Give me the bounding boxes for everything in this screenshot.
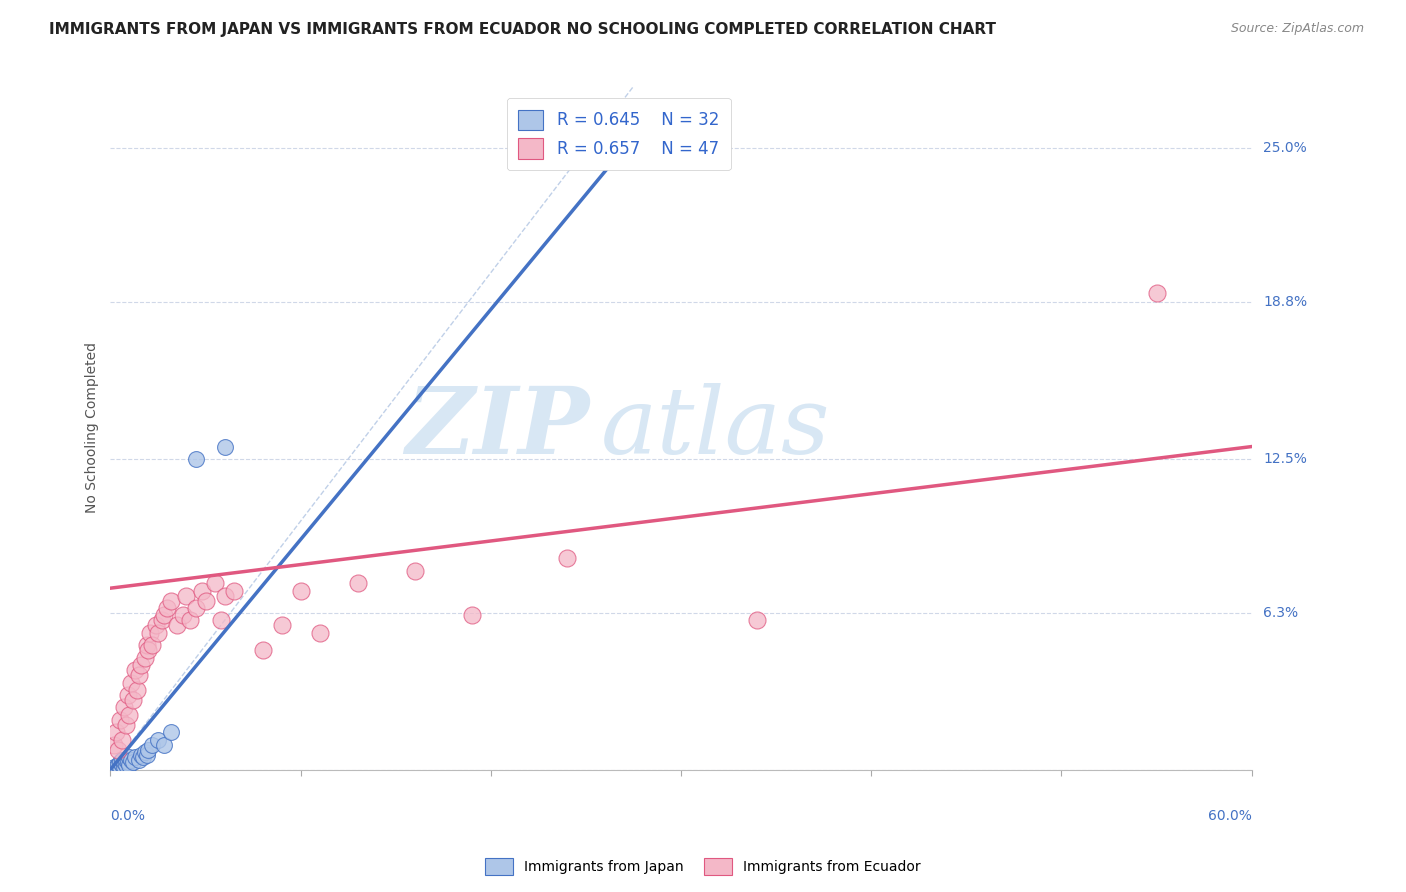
Point bbox=[252, 643, 274, 657]
Point bbox=[172, 608, 194, 623]
Point bbox=[141, 738, 163, 752]
Point bbox=[160, 593, 183, 607]
Text: 25.0%: 25.0% bbox=[1263, 142, 1306, 155]
Point bbox=[134, 650, 156, 665]
Point bbox=[135, 747, 157, 762]
Text: 18.8%: 18.8% bbox=[1263, 295, 1308, 310]
Point bbox=[166, 618, 188, 632]
Point bbox=[404, 564, 426, 578]
Point bbox=[179, 614, 201, 628]
Text: ZIP: ZIP bbox=[405, 383, 589, 473]
Point bbox=[150, 614, 173, 628]
Point bbox=[129, 747, 152, 762]
Point bbox=[139, 626, 162, 640]
Point bbox=[122, 693, 145, 707]
Point bbox=[190, 583, 212, 598]
Point bbox=[108, 755, 131, 769]
Point bbox=[134, 745, 156, 759]
Legend: Immigrants from Japan, Immigrants from Ecuador: Immigrants from Japan, Immigrants from E… bbox=[479, 853, 927, 880]
Point bbox=[120, 753, 142, 767]
Point bbox=[122, 755, 145, 769]
Point bbox=[194, 593, 217, 607]
Text: atlas: atlas bbox=[602, 383, 831, 473]
Point bbox=[152, 738, 174, 752]
Point bbox=[107, 763, 129, 777]
Point bbox=[209, 614, 232, 628]
Text: 6.3%: 6.3% bbox=[1263, 606, 1298, 620]
Point bbox=[176, 589, 198, 603]
Point bbox=[214, 440, 236, 454]
Text: 0.0%: 0.0% bbox=[111, 809, 145, 823]
Legend: R = 0.645    N = 32, R = 0.657    N = 47: R = 0.645 N = 32, R = 0.657 N = 47 bbox=[506, 98, 731, 170]
Point bbox=[114, 753, 136, 767]
Point bbox=[105, 725, 128, 739]
Point bbox=[120, 675, 142, 690]
Point bbox=[461, 608, 484, 623]
Point bbox=[141, 638, 163, 652]
Point bbox=[118, 750, 141, 764]
Point bbox=[146, 732, 169, 747]
Point bbox=[346, 576, 368, 591]
Point bbox=[145, 618, 167, 632]
Point bbox=[108, 760, 131, 774]
Point bbox=[184, 452, 207, 467]
Point bbox=[184, 601, 207, 615]
Point bbox=[152, 608, 174, 623]
Point bbox=[156, 601, 179, 615]
Point bbox=[111, 753, 134, 767]
Point bbox=[124, 663, 146, 677]
Point bbox=[1146, 285, 1168, 300]
Point bbox=[118, 757, 141, 772]
Point bbox=[204, 576, 226, 591]
Text: 60.0%: 60.0% bbox=[1208, 809, 1251, 823]
Y-axis label: No Schooling Completed: No Schooling Completed bbox=[86, 343, 100, 514]
Point bbox=[103, 760, 125, 774]
Text: Source: ZipAtlas.com: Source: ZipAtlas.com bbox=[1230, 22, 1364, 36]
Point bbox=[745, 614, 768, 628]
Point bbox=[117, 755, 139, 769]
Point bbox=[114, 718, 136, 732]
Point bbox=[112, 755, 135, 769]
Point bbox=[308, 626, 330, 640]
Point bbox=[555, 551, 578, 566]
Point bbox=[117, 688, 139, 702]
Point bbox=[270, 618, 292, 632]
Point bbox=[114, 757, 136, 772]
Point bbox=[111, 757, 134, 772]
Point bbox=[160, 725, 183, 739]
Point bbox=[138, 742, 160, 756]
Point bbox=[132, 750, 155, 764]
Point bbox=[108, 713, 131, 727]
Point bbox=[111, 732, 134, 747]
Point bbox=[103, 738, 125, 752]
Text: 12.5%: 12.5% bbox=[1263, 452, 1308, 466]
Point bbox=[118, 707, 141, 722]
Text: IMMIGRANTS FROM JAPAN VS IMMIGRANTS FROM ECUADOR NO SCHOOLING COMPLETED CORRELAT: IMMIGRANTS FROM JAPAN VS IMMIGRANTS FROM… bbox=[49, 22, 997, 37]
Point bbox=[124, 750, 146, 764]
Point bbox=[128, 753, 150, 767]
Point bbox=[103, 763, 125, 777]
Point bbox=[101, 763, 124, 777]
Point bbox=[128, 668, 150, 682]
Point bbox=[146, 626, 169, 640]
Point bbox=[214, 589, 236, 603]
Point bbox=[112, 700, 135, 714]
Point bbox=[107, 757, 129, 772]
Point bbox=[125, 683, 148, 698]
Point bbox=[112, 760, 135, 774]
Point bbox=[105, 760, 128, 774]
Point bbox=[135, 638, 157, 652]
Point bbox=[222, 583, 245, 598]
Point bbox=[107, 742, 129, 756]
Point bbox=[290, 583, 312, 598]
Point bbox=[138, 643, 160, 657]
Point bbox=[129, 658, 152, 673]
